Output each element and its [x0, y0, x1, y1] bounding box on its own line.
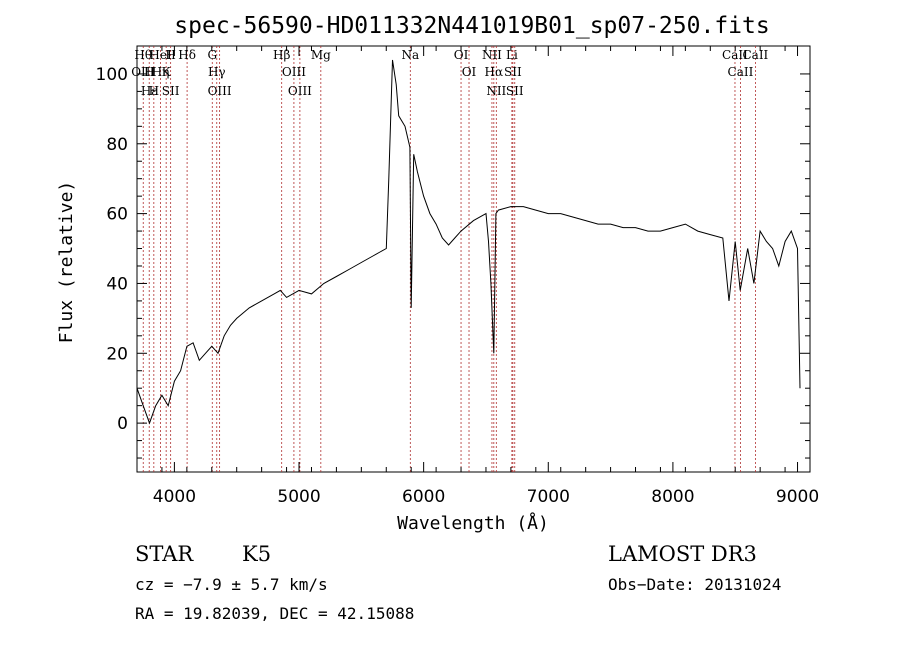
- plot-frame: [136, 45, 811, 473]
- object-class: STAR: [135, 542, 194, 566]
- x-tick-label: 6000: [402, 487, 445, 507]
- line-marker-label: K: [162, 65, 172, 79]
- x-tick-label: 5000: [277, 487, 320, 507]
- line-marker-label: CaII: [722, 48, 748, 62]
- y-tick-label: 100: [96, 65, 128, 85]
- line-marker-label: H: [165, 48, 175, 62]
- line-marker-label: H: [149, 84, 159, 98]
- y-tick-label: 0: [117, 414, 128, 434]
- line-marker-label: HeI: [149, 48, 172, 62]
- line-marker-label: NII: [482, 48, 502, 62]
- y-tick-label: 60: [106, 205, 128, 225]
- x-tick-label: 8000: [651, 487, 694, 507]
- line-marker-label: OIII: [282, 65, 306, 79]
- line-marker-label: SII: [504, 65, 522, 79]
- line-marker-label: Li: [506, 48, 518, 62]
- line-marker-label: CaII: [742, 48, 768, 62]
- coordinates: RA = 19.82039, DEC = 42.15088: [135, 604, 414, 623]
- line-marker-label: G: [207, 48, 217, 62]
- spectrum-line: [136, 59, 801, 425]
- y-tick-label: 80: [106, 135, 128, 155]
- x-tick-label: 4000: [153, 487, 196, 507]
- y-tick-label: 40: [106, 274, 128, 294]
- line-marker-label: OIII: [208, 84, 232, 98]
- line-marker-label: SII: [162, 84, 180, 98]
- line-marker-label: Hγ: [208, 65, 226, 79]
- line-marker-label: Hη: [152, 65, 170, 79]
- line-marker-label: Na: [401, 48, 419, 62]
- line-marker-label: Hα: [485, 65, 504, 79]
- line-marker-label: SII: [506, 84, 524, 98]
- line-marker-label: OI: [454, 48, 469, 62]
- x-tick-label: 7000: [527, 487, 570, 507]
- line-marker-label: Hδ: [178, 48, 196, 62]
- observation-date: Obs−Date: 20131024: [608, 575, 781, 594]
- x-tick-label: 9000: [776, 487, 819, 507]
- line-markers: [142, 46, 756, 472]
- object-subclass: K5: [242, 542, 271, 566]
- line-marker-label: Hβ: [273, 48, 290, 62]
- line-marker-label: OI: [462, 65, 477, 79]
- y-axis-ticks: 0 20 40 60 80 100: [96, 65, 810, 459]
- x-axis-label: Wavelength (Å): [397, 512, 549, 534]
- redshift-info: cz = −7.9 ± 5.7 km/s: [135, 575, 328, 594]
- line-marker-label: CaII: [728, 65, 754, 79]
- y-tick-label: 20: [106, 344, 128, 364]
- line-marker-label: Hθ: [134, 48, 152, 62]
- line-marker-label: Mg: [311, 48, 331, 62]
- x-axis-ticks: 4000 5000 6000 7000 8000 9000: [136, 46, 819, 507]
- line-marker-label: H: [144, 65, 154, 79]
- line-marker-label: NII: [486, 84, 506, 98]
- survey-name: LAMOST DR3: [608, 542, 757, 566]
- chart-title: spec-56590-HD011332N441019B01_sp07-250.f…: [174, 13, 769, 39]
- y-axis-label: Flux (relative): [56, 181, 77, 344]
- line-marker-label: Hε: [141, 84, 158, 98]
- line-marker-label: OIII: [131, 65, 155, 79]
- line-marker-label: OIII: [288, 84, 312, 98]
